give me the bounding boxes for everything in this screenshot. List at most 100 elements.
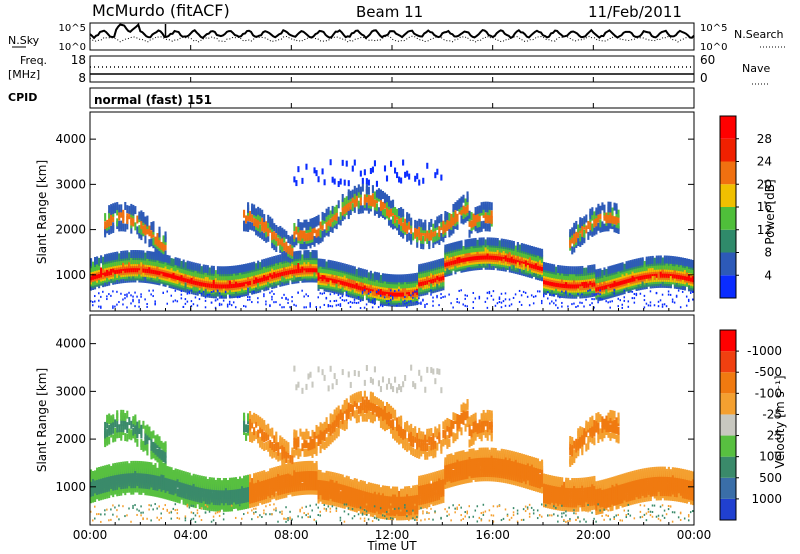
heatmap-cell [234, 265, 238, 274]
heatmap-cell [263, 295, 265, 298]
heatmap-cell [303, 219, 306, 228]
heatmap-cell [337, 200, 340, 209]
heatmap-cell [492, 262, 495, 271]
heatmap-cell [313, 217, 316, 226]
heatmap-cell [406, 212, 409, 221]
heatmap-cell [327, 304, 330, 307]
heatmap-cell [482, 207, 485, 216]
heatmap-cell [371, 193, 374, 202]
heatmap-cell [639, 257, 642, 266]
heatmap-cell [671, 256, 674, 265]
heatmap-cell [315, 274, 318, 283]
heatmap-cell [230, 265, 234, 274]
heatmap-cell [331, 205, 334, 214]
heatmap-cell [327, 305, 330, 308]
heatmap-cell [561, 290, 563, 293]
heatmap-cell [480, 237, 483, 246]
heatmap-cell [315, 215, 318, 224]
heatmap-cell [573, 222, 576, 231]
heatmap-cell [275, 301, 277, 304]
heatmap-cell [289, 270, 292, 279]
heatmap-cell [392, 297, 394, 300]
heatmap-cell [281, 296, 283, 299]
heatmap-cell [275, 225, 278, 234]
heatmap-cell [222, 299, 225, 302]
heatmap-cell [432, 300, 434, 303]
heatmap-cell [532, 302, 535, 305]
nsearch-label: N.Search [734, 28, 784, 41]
heatmap-cell [398, 278, 401, 287]
heatmap-cell [575, 266, 578, 275]
heatmap-cell [603, 204, 606, 213]
heatmap-cell [462, 211, 465, 220]
heatmap-cell [512, 263, 515, 272]
heatmap-cell [367, 186, 370, 195]
heatmap-cell [406, 170, 409, 177]
heatmap-cell [353, 204, 356, 213]
heatmap-cell [579, 301, 581, 304]
heatmap-cell [520, 243, 523, 252]
heatmap-cell [110, 465, 113, 474]
heatmap-cell [160, 241, 163, 250]
heatmap-cell [490, 202, 493, 211]
heatmap-cell [359, 278, 362, 287]
colorbar-swatch [720, 252, 736, 276]
heatmap-cell [132, 272, 135, 281]
heatmap-cell [357, 301, 360, 304]
heatmap-cell [611, 207, 614, 216]
heatmap-cell [369, 270, 372, 279]
heatmap-cell [249, 221, 252, 230]
heatmap-cell [206, 265, 209, 274]
colorbar-tick-label: 16 [757, 200, 772, 214]
heatmap-cell [591, 207, 594, 216]
heatmap-cell [464, 198, 467, 207]
heatmap-cell [462, 216, 465, 225]
heatmap-cell [325, 214, 328, 223]
heatmap-cell [536, 251, 540, 260]
heatmap-cell [583, 267, 586, 276]
heatmap-cell [472, 301, 475, 304]
heatmap-cell [389, 274, 393, 283]
heatmap-cell [452, 242, 455, 251]
heatmap-cell [331, 260, 334, 269]
heatmap-cell [466, 263, 469, 272]
heatmap-cell [555, 285, 558, 294]
heatmap-cell [371, 166, 374, 173]
heatmap-cell [605, 212, 608, 221]
heatmap-cell [516, 264, 519, 273]
heatmap-cell [108, 277, 111, 286]
heatmap-cell [142, 250, 145, 259]
heatmap-cell [571, 227, 574, 236]
heatmap-cell [309, 218, 312, 227]
heatmap-cell [335, 304, 338, 307]
heatmap-cell [607, 282, 610, 291]
heatmap-cell [186, 274, 189, 283]
heatmap-cell [456, 300, 458, 303]
heatmap-cell [100, 295, 102, 298]
heatmap-cell [134, 291, 136, 294]
heatmap-cell [343, 179, 346, 186]
heatmap-cell [116, 251, 119, 260]
heatmap-cell [216, 289, 219, 292]
heatmap-cell [462, 205, 465, 214]
heatmap-cell [375, 180, 378, 187]
heatmap-cell [633, 259, 636, 268]
power-ylabel: Slant Range [km] [35, 160, 49, 264]
heatmap-cell [436, 259, 439, 268]
heatmap-cell [245, 305, 247, 308]
heatmap-cell [116, 207, 119, 216]
heatmap-cell [681, 275, 685, 284]
heatmap-cell [353, 298, 356, 301]
heatmap-cell [601, 221, 604, 230]
heatmap-cell [315, 306, 317, 309]
heatmap-cell [581, 293, 583, 296]
heatmap-cell [92, 304, 94, 307]
heatmap-cell [251, 268, 254, 277]
heatmap-cell [291, 296, 293, 299]
heatmap-cell [408, 232, 411, 241]
heatmap-cell [289, 306, 291, 309]
heatmap-cell [112, 480, 115, 489]
heatmap-cell [649, 290, 652, 293]
heatmap-cell [577, 305, 579, 308]
heatmap-cell [545, 262, 548, 271]
